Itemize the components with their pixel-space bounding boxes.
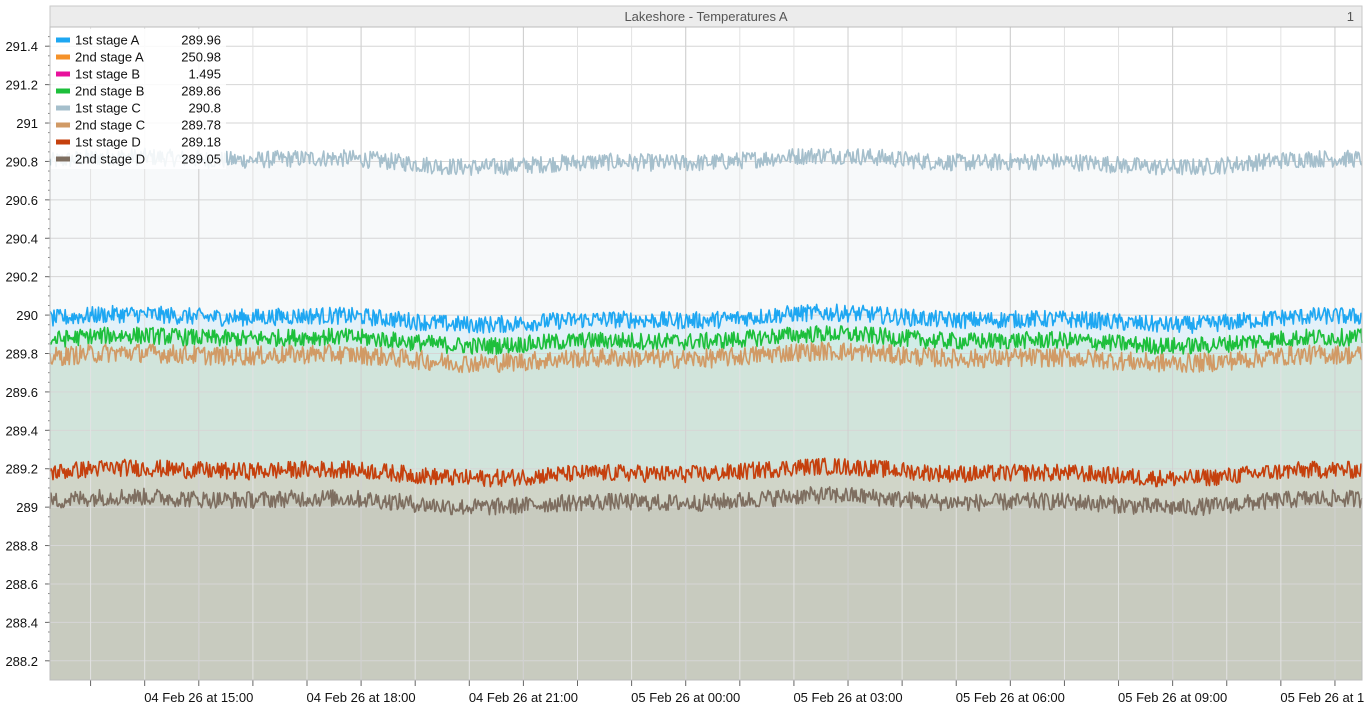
y-tick-label: 290 bbox=[16, 308, 38, 323]
legend-value: 290.8 bbox=[188, 101, 221, 116]
legend-label: 2nd stage A bbox=[75, 50, 144, 65]
legend-label: 2nd stage D bbox=[75, 152, 145, 167]
line-1st-stage-c bbox=[49, 147, 1363, 176]
area-1st-stage-c bbox=[50, 148, 1362, 680]
legend-label: 1st stage B bbox=[75, 67, 140, 82]
legend-item[interactable]: 2nd stage C 289.78 bbox=[56, 118, 221, 133]
x-tick-label: 04 Feb 26 at 18:00 bbox=[307, 690, 416, 705]
y-tick-label: 290.6 bbox=[5, 193, 38, 208]
legend-swatch bbox=[56, 71, 70, 77]
legend-swatch bbox=[56, 54, 70, 60]
area-1st-stage-d bbox=[50, 458, 1362, 680]
panel-badge: 1 bbox=[1347, 9, 1354, 24]
legend-swatch bbox=[56, 88, 70, 94]
y-tick-label: 289.6 bbox=[5, 385, 38, 400]
y-tick-label: 291.4 bbox=[5, 39, 38, 54]
plot-border bbox=[49, 26, 1363, 681]
x-tick-label: 05 Feb 26 at 12:00 bbox=[1280, 690, 1364, 705]
x-tick-label: 04 Feb 26 at 21:00 bbox=[469, 690, 578, 705]
legend-swatch bbox=[56, 105, 70, 111]
y-tick-label: 288.4 bbox=[5, 615, 38, 630]
x-tick-label: 04 Feb 26 at 15:00 bbox=[144, 690, 253, 705]
chart-title: Lakeshore - Temperatures A bbox=[624, 9, 787, 24]
area-2nd-stage-c bbox=[50, 342, 1362, 680]
y-tick-label: 291 bbox=[16, 116, 38, 131]
x-tick-label: 05 Feb 26 at 09:00 bbox=[1118, 690, 1227, 705]
legend-label: 2nd stage B bbox=[75, 84, 144, 99]
y-tick-label: 288.8 bbox=[5, 539, 38, 554]
y-tick-label: 290.8 bbox=[5, 154, 38, 169]
legend-value: 289.18 bbox=[181, 135, 221, 150]
area-1st-stage-a bbox=[50, 304, 1362, 680]
legend-swatch bbox=[56, 122, 70, 128]
y-tick-label: 290.2 bbox=[5, 270, 38, 285]
legend-box bbox=[51, 29, 226, 169]
legend-value: 289.96 bbox=[181, 33, 221, 48]
legend-item[interactable]: 2nd stage A 250.98 bbox=[56, 50, 221, 65]
legend-item[interactable]: 1st stage C 290.8 bbox=[56, 101, 221, 116]
y-tick-label: 288.6 bbox=[5, 577, 38, 592]
legend-value: 289.05 bbox=[181, 152, 221, 167]
legend-item[interactable]: 2nd stage B 289.86 bbox=[56, 84, 221, 99]
legend-item[interactable]: 1st stage A 289.96 bbox=[56, 33, 221, 48]
y-tick-label: 289.8 bbox=[5, 347, 38, 362]
legend-label: 1st stage D bbox=[75, 135, 141, 150]
legend-item[interactable]: 1st stage B 1.495 bbox=[56, 67, 221, 82]
x-tick-label: 05 Feb 26 at 03:00 bbox=[793, 690, 902, 705]
legend-item[interactable]: 2nd stage D 289.05 bbox=[56, 152, 221, 167]
legend-swatch bbox=[56, 139, 70, 145]
y-tick-label: 289.4 bbox=[5, 423, 38, 438]
line-1st-stage-d bbox=[49, 457, 1363, 488]
legend-value: 289.86 bbox=[181, 84, 221, 99]
line-2nd-stage-d bbox=[49, 486, 1363, 516]
legend-label: 2nd stage C bbox=[75, 118, 145, 133]
y-tick-label: 289 bbox=[16, 500, 38, 515]
area-2nd-stage-d bbox=[50, 486, 1362, 680]
y-tick-label: 290.4 bbox=[5, 231, 38, 246]
legend-value: 250.98 bbox=[181, 50, 221, 65]
legend-label: 1st stage C bbox=[75, 101, 141, 116]
line-1st-stage-a bbox=[49, 303, 1362, 334]
y-tick-label: 289.2 bbox=[5, 462, 38, 477]
legend-swatch bbox=[56, 156, 70, 162]
y-tick-label: 288.2 bbox=[5, 654, 38, 669]
legend-item[interactable]: 1st stage D 289.18 bbox=[56, 135, 221, 150]
line-2nd-stage-b bbox=[49, 325, 1363, 355]
y-tick-label: 291.2 bbox=[5, 78, 38, 93]
legend-label: 1st stage A bbox=[75, 33, 140, 48]
x-tick-label: 05 Feb 26 at 06:00 bbox=[956, 690, 1065, 705]
x-tick-label: 05 Feb 26 at 00:00 bbox=[631, 690, 740, 705]
line-2nd-stage-c bbox=[49, 341, 1363, 374]
legend-swatch bbox=[56, 37, 70, 43]
legend-value: 1.495 bbox=[188, 67, 221, 82]
legend-value: 289.78 bbox=[181, 118, 221, 133]
